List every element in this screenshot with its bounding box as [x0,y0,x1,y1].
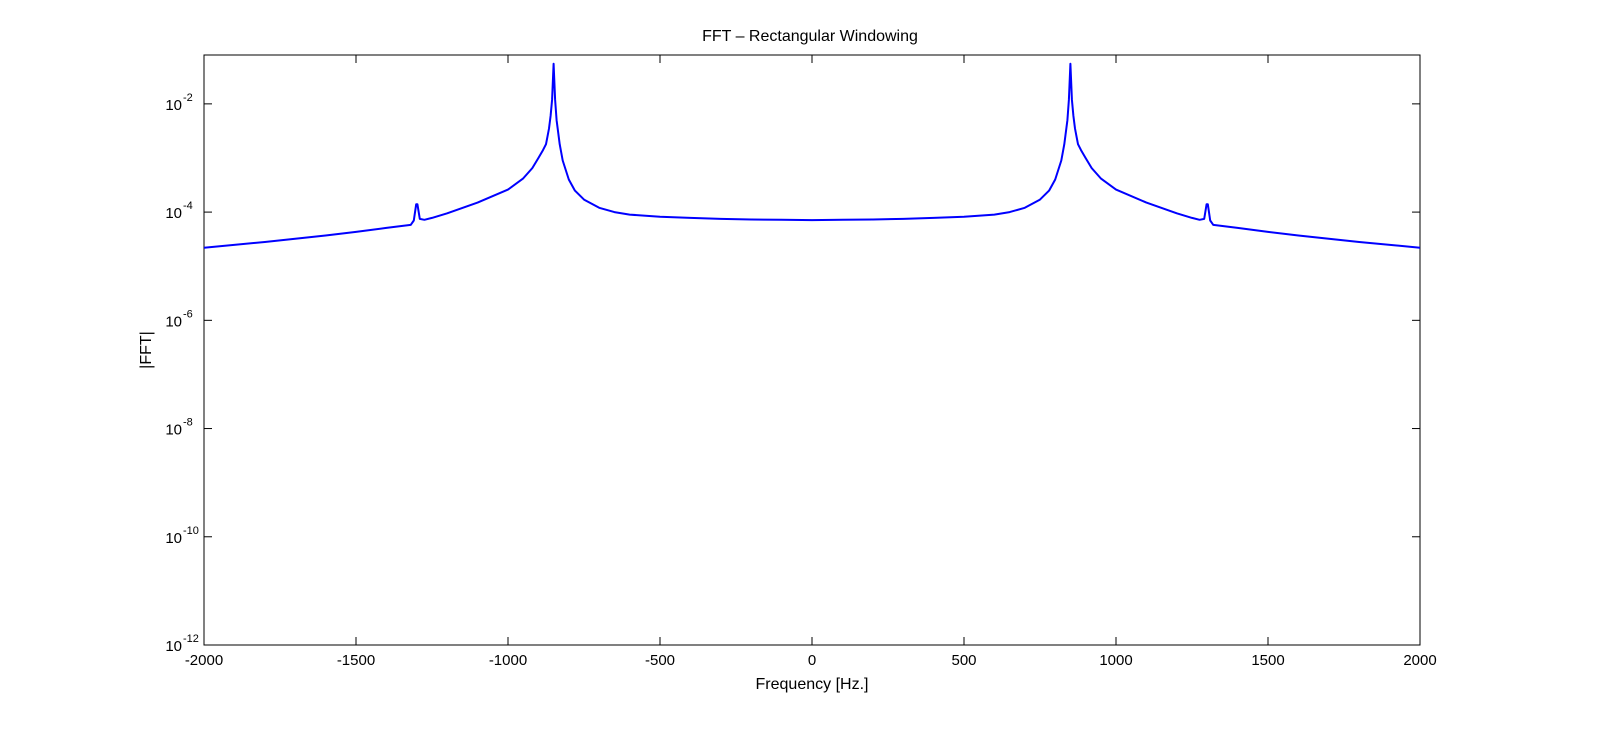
x-tick-label: 0 [808,652,816,669]
x-tick-label: 1000 [1099,652,1132,669]
x-tick-label: 2000 [1403,652,1436,669]
series-layer [203,62,1421,249]
x-axis: -2000 -1500 -1000 -500 0 500 1000 1500 2000 [185,55,1437,669]
y-tick-base: 10 [165,97,182,114]
chart-title: FFT – Rectangular Windowing [702,28,918,45]
x-tick-label: 1500 [1251,652,1284,669]
y-tick-exponent: -6 [183,308,193,320]
x-tick-label: 500 [951,652,976,669]
y-tick-label: 10 -6 [165,308,192,330]
y-tick-base: 10 [165,638,182,655]
y-tick-label: 10 -10 [165,525,199,547]
y-tick-label: 10 -12 [165,633,199,655]
y-tick-label: 10 -8 [165,417,192,439]
x-tick-label: -500 [645,652,675,669]
plot-area [203,54,1421,646]
x-tick-label: -1000 [489,652,527,669]
y-tick-exponent: -4 [183,200,193,212]
x-tick-label: -1500 [337,652,375,669]
fft-magnitude-line [203,62,1421,249]
y-axis-label: |FFT| [138,331,155,369]
x-tick-label: -2000 [185,652,223,669]
y-tick-base: 10 [165,313,182,330]
y-tick-base: 10 [165,422,182,439]
y-tick-exponent: -8 [183,417,193,429]
x-axis-label: Frequency [Hz.] [756,676,869,693]
y-tick-base: 10 [165,530,182,547]
y-tick-label: 10 -4 [165,200,192,222]
y-tick-base: 10 [165,205,182,222]
y-tick-label: 10 -2 [165,92,192,114]
y-tick-exponent: -12 [183,633,199,645]
y-tick-exponent: -10 [183,525,199,537]
y-tick-exponent: -2 [183,92,193,104]
